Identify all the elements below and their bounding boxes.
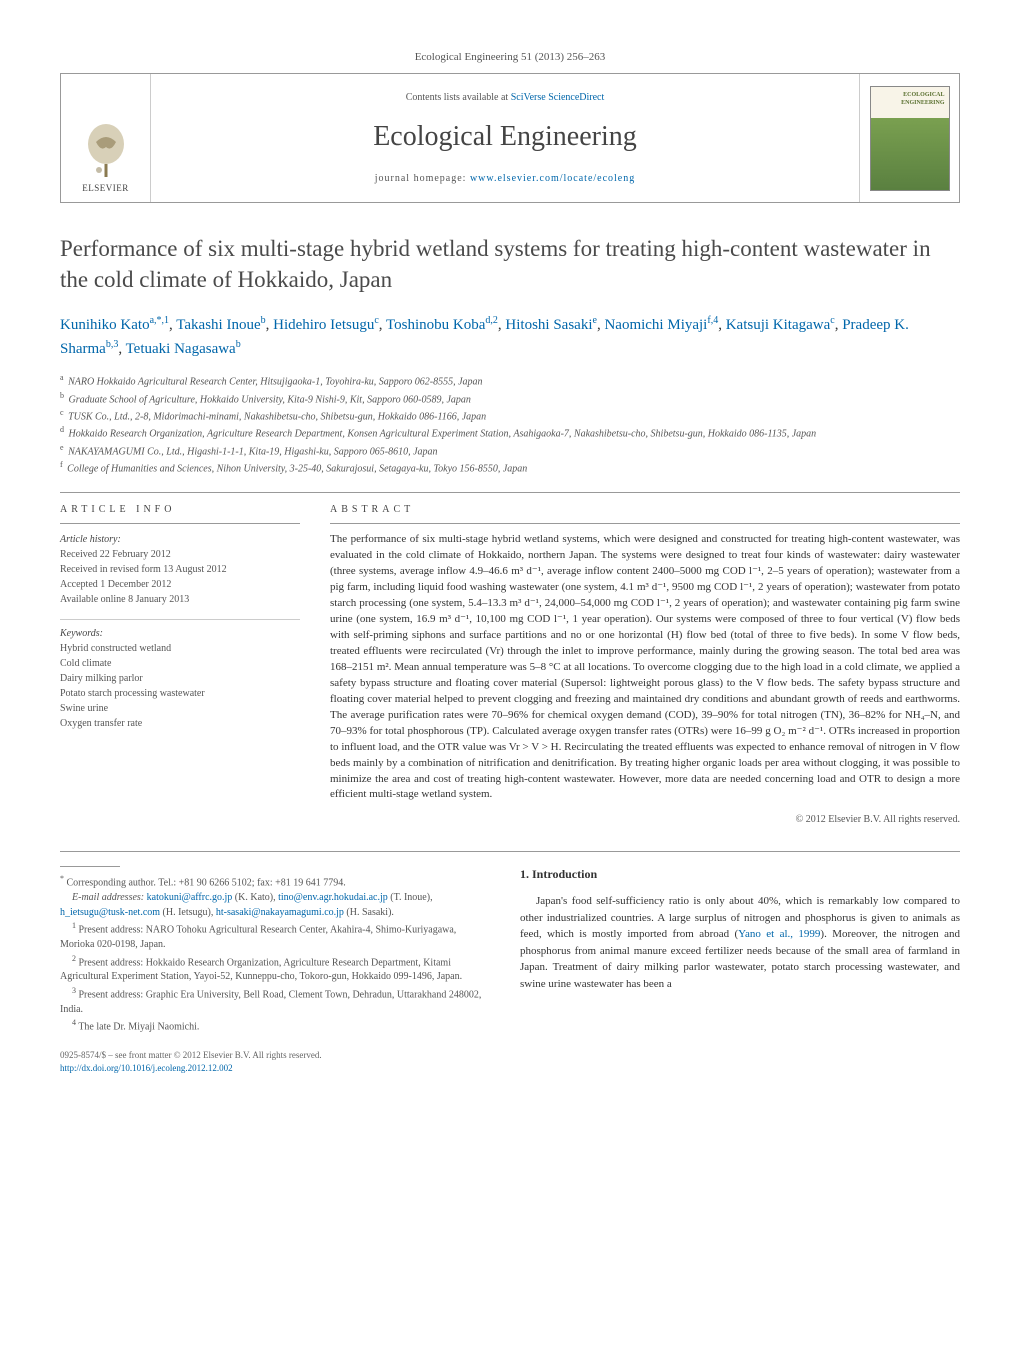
publisher-logo-cell: ELSEVIER <box>61 74 151 202</box>
article-info-heading: article info <box>60 493 300 524</box>
journal-name: Ecological Engineering <box>373 117 637 156</box>
journal-header-center: Contents lists available at SciVerse Sci… <box>151 74 859 202</box>
author-name[interactable]: Hitoshi Sasakie <box>505 317 597 333</box>
article-title: Performance of six multi-stage hybrid we… <box>60 233 960 295</box>
homepage-prefix: journal homepage: <box>375 173 470 184</box>
keyword: Oxygen transfer rate <box>60 716 300 731</box>
email-who: (H. Ietsugu) <box>163 907 211 918</box>
history-line: Available online 8 January 2013 <box>60 592 300 607</box>
affiliation: a NARO Hokkaido Agricultural Research Ce… <box>60 372 960 389</box>
introduction-column: 1. Introduction Japan's food self-suffic… <box>520 866 960 1035</box>
footnote-line: 2 Present address: Hokkaido Research Org… <box>60 953 490 985</box>
elsevier-logo: ELSEVIER <box>81 122 131 195</box>
citation-link[interactable]: Yano et al., 1999 <box>738 928 820 940</box>
email-link[interactable]: tino@env.agr.hokudai.ac.jp <box>278 892 388 903</box>
email-link[interactable]: katokuni@affrc.go.jp <box>147 892 233 903</box>
history-line: Received in revised form 13 August 2012 <box>60 562 300 577</box>
affiliation: f College of Humanities and Sciences, Ni… <box>60 459 960 476</box>
journal-cover-cell: ECOLOGICAL ENGINEERING <box>859 74 959 202</box>
abstract-copyright: © 2012 Elsevier B.V. All rights reserved… <box>330 813 960 827</box>
contents-prefix: Contents lists available at <box>406 92 511 103</box>
keyword: Cold climate <box>60 656 300 671</box>
footnote-divider <box>60 866 120 867</box>
abstract-text: The performance of six multi-stage hybri… <box>330 532 960 803</box>
emails-label: E-mail addresses: <box>72 892 147 903</box>
journal-homepage-line: journal homepage: www.elsevier.com/locat… <box>375 172 636 186</box>
email-link[interactable]: ht-sasaki@nakayamagumi.co.jp <box>216 907 344 918</box>
history-line: Accepted 1 December 2012 <box>60 577 300 592</box>
affiliation: b Graduate School of Agriculture, Hokkai… <box>60 390 960 407</box>
email-who: (H. Sasaki) <box>346 907 391 918</box>
corresponding-author-block: * Corresponding author. Tel.: +81 90 626… <box>60 873 490 1035</box>
footnote-line: 3 Present address: Graphic Era Universit… <box>60 985 490 1017</box>
affiliation-list: a NARO Hokkaido Agricultural Research Ce… <box>60 372 960 476</box>
journal-homepage-link[interactable]: www.elsevier.com/locate/ecoleng <box>470 173 635 184</box>
elsevier-tree-icon <box>81 122 131 182</box>
elsevier-label: ELSEVIER <box>82 182 129 195</box>
keyword: Swine urine <box>60 701 300 716</box>
journal-header-box: ELSEVIER Contents lists available at Sci… <box>60 73 960 203</box>
author-name[interactable]: Katsuji Kitagawac <box>726 317 835 333</box>
keywords-label: Keywords: <box>60 626 300 641</box>
email-who: (K. Kato) <box>235 892 273 903</box>
author-name[interactable]: Tetuaki Nagasawab <box>126 341 241 357</box>
author-name[interactable]: Kunihiko Katoa,*,1 <box>60 317 169 333</box>
corresponding-author-text: Corresponding author. Tel.: +81 90 6266 … <box>67 878 346 889</box>
keyword: Potato starch processing wastewater <box>60 686 300 701</box>
article-info-column: article info Article history: Received 2… <box>60 493 300 827</box>
journal-reference: Ecological Engineering 51 (2013) 256–263 <box>60 50 960 65</box>
sciencedirect-link[interactable]: SciVerse ScienceDirect <box>511 92 605 103</box>
info-abstract-row: article info Article history: Received 2… <box>60 493 960 827</box>
footnote-line: 1 Present address: NARO Tohoku Agricultu… <box>60 920 490 952</box>
contents-available-line: Contents lists available at SciVerse Sci… <box>406 91 605 105</box>
keyword: Dairy milking parlor <box>60 671 300 686</box>
journal-cover-title: ECOLOGICAL ENGINEERING <box>875 91 945 108</box>
page-footer: 0925-8574/$ – see front matter © 2012 El… <box>60 1049 960 1074</box>
footnote-line: 4 The late Dr. Miyaji Naomichi. <box>60 1017 490 1035</box>
author-name[interactable]: Toshinobu Kobad,2 <box>386 317 498 333</box>
introduction-heading: 1. Introduction <box>520 866 960 883</box>
author-name[interactable]: Hidehiro Ietsuguc <box>273 317 379 333</box>
author-name[interactable]: Naomichi Miyajif,4 <box>604 317 718 333</box>
introduction-paragraph: Japan's food self-sufficiency ratio is o… <box>520 893 960 992</box>
email-link[interactable]: h_ietsugu@tusk-net.com <box>60 907 160 918</box>
keyword: Hybrid constructed wetland <box>60 641 300 656</box>
affiliation: e NAKAYAMAGUMI Co., Ltd., Higashi-1-1-1,… <box>60 442 960 459</box>
keywords-block: Keywords: Hybrid constructed wetlandCold… <box>60 619 300 731</box>
article-history-block: Article history: Received 22 February 20… <box>60 532 300 731</box>
issn-line: 0925-8574/$ – see front matter © 2012 El… <box>60 1049 960 1062</box>
history-line: Received 22 February 2012 <box>60 547 300 562</box>
abstract-column: abstract The performance of six multi-st… <box>330 493 960 827</box>
article-history-label: Article history: <box>60 532 300 547</box>
author-name[interactable]: Takashi Inoueb <box>176 317 265 333</box>
footnote-column: * Corresponding author. Tel.: +81 90 626… <box>60 866 490 1035</box>
author-list: Kunihiko Katoa,*,1, Takashi Inoueb, Hide… <box>60 313 960 360</box>
divider-rule <box>60 851 960 852</box>
journal-cover-thumbnail: ECOLOGICAL ENGINEERING <box>870 86 950 191</box>
affiliation: c TUSK Co., Ltd., 2-8, Midorimachi-minam… <box>60 407 960 424</box>
email-who: (T. Inoue) <box>390 892 430 903</box>
abstract-heading: abstract <box>330 493 960 524</box>
affiliation: d Hokkaido Research Organization, Agricu… <box>60 424 960 441</box>
doi-link[interactable]: http://dx.doi.org/10.1016/j.ecoleng.2012… <box>60 1063 233 1073</box>
footnote-intro-row: * Corresponding author. Tel.: +81 90 626… <box>60 866 960 1035</box>
